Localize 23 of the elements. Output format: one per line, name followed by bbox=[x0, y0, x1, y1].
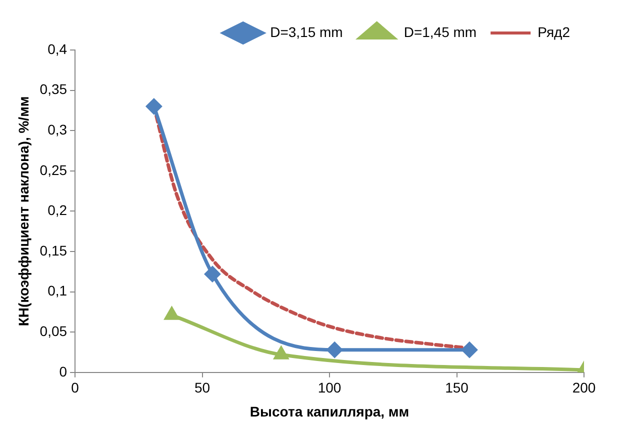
point bbox=[146, 98, 162, 114]
point bbox=[204, 266, 220, 282]
legend-label: D=1,45 mm bbox=[404, 24, 477, 40]
y-tick-label: 0,2 bbox=[48, 202, 68, 218]
y-tick-label: 0,1 bbox=[48, 282, 68, 299]
y-tick-label: 0,4 bbox=[48, 40, 68, 57]
point bbox=[274, 346, 288, 360]
y-tick-label: 0,35 bbox=[40, 81, 68, 98]
legend-label: Ряд2 bbox=[538, 24, 570, 40]
y-tick-label: 0 bbox=[59, 363, 68, 380]
x-tick-label: 150 bbox=[445, 380, 469, 396]
x-tick-label: 0 bbox=[71, 380, 80, 396]
y-tick-label: 0,15 bbox=[40, 242, 68, 258]
y-tick-label: 0,05 bbox=[40, 322, 68, 339]
point bbox=[164, 307, 179, 320]
x-axis-title: Высота капилляра, мм bbox=[250, 403, 410, 420]
y-axis-title: КН(коэффициент наклона), %/мм bbox=[15, 96, 32, 326]
y-tick-label: 0,25 bbox=[40, 162, 68, 178]
legend-label: D=3,15 mm bbox=[270, 24, 343, 40]
y-tick-label: 0,3 bbox=[48, 121, 68, 138]
x-tick-label: 50 bbox=[194, 380, 210, 396]
x-tick-label: 200 bbox=[572, 380, 596, 396]
x-tick-label: 100 bbox=[318, 380, 342, 396]
